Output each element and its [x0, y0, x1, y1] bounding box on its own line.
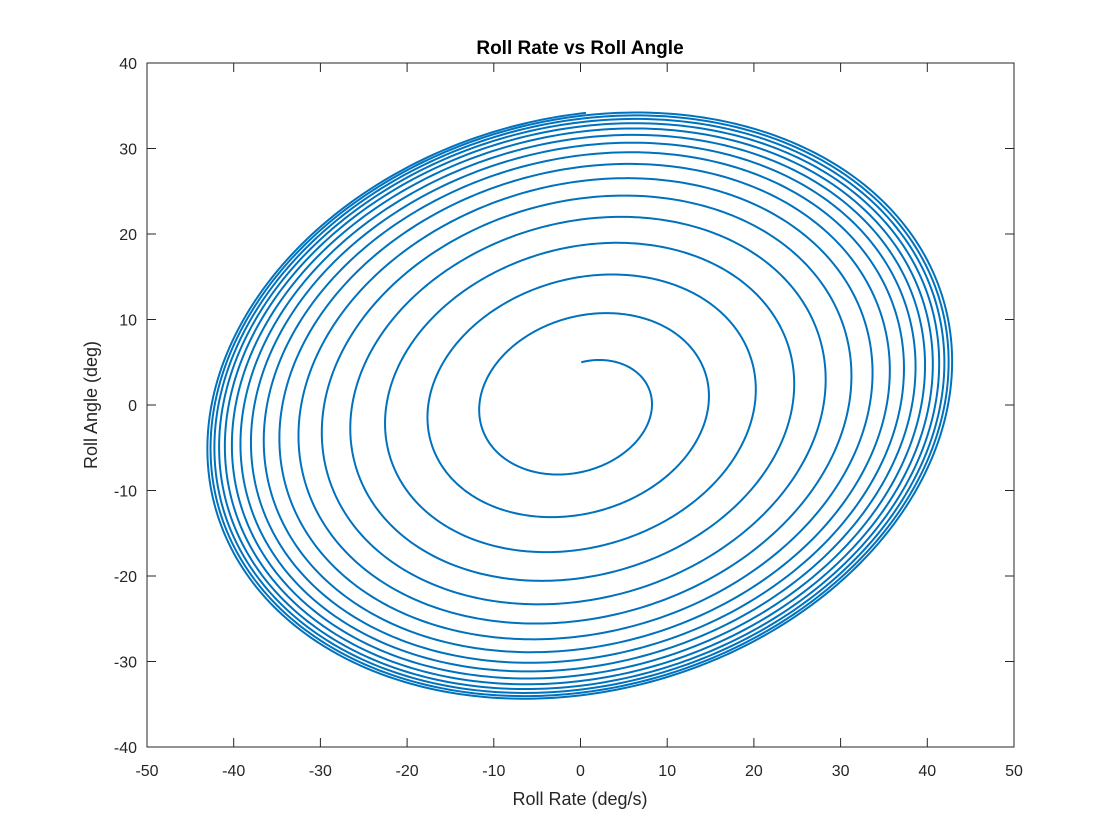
plot-lines: [206, 111, 954, 700]
x-tick-label: 40: [918, 763, 936, 780]
y-axis-label: Roll Angle (deg): [81, 341, 101, 469]
x-axis-label: Roll Rate (deg/s): [512, 789, 647, 809]
x-tick-label: 20: [745, 763, 763, 780]
x-tick-label: -10: [482, 763, 505, 780]
y-tick-label: 0: [128, 398, 137, 415]
y-tick-label: -20: [114, 569, 137, 586]
x-tick-label: 50: [1005, 763, 1023, 780]
x-tick-label: 10: [658, 763, 676, 780]
plot-area: [147, 63, 1014, 747]
y-tick-label: -10: [114, 484, 137, 501]
x-tick-label: -50: [135, 763, 158, 780]
y-tick-label: 30: [119, 142, 137, 159]
y-tick-label: 40: [119, 56, 137, 73]
x-tick-label: -30: [309, 763, 332, 780]
chart-title: Roll Rate vs Roll Angle: [476, 38, 683, 59]
y-tick-label: 10: [119, 313, 137, 330]
y-tick-label: -30: [114, 655, 137, 672]
x-tick-label: -20: [396, 763, 419, 780]
y-tick-label: 20: [119, 227, 137, 244]
axes: [147, 63, 1014, 747]
x-tick-label: -40: [222, 763, 245, 780]
y-tick-label: -40: [114, 740, 137, 757]
ticks: -50 -40 -30 -20 -10 0 10 20 30 40 50 -40 -30 -20 -10 0 1…: [114, 56, 1023, 780]
series-line-roll-trajectory: [206, 111, 954, 700]
x-tick-label: 30: [832, 763, 850, 780]
x-tick-label: 0: [576, 763, 585, 780]
